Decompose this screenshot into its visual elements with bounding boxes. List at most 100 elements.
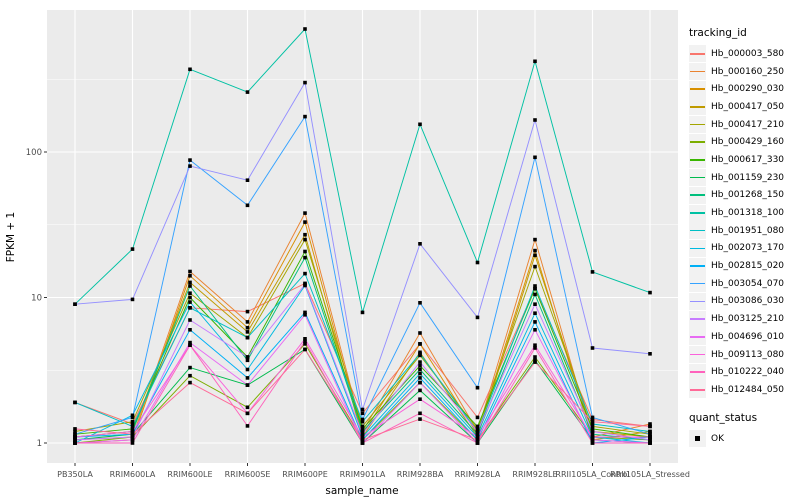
data-point <box>533 292 537 297</box>
data-point <box>360 424 365 429</box>
data-point <box>303 310 307 315</box>
x-tick-label: RRIM928BA <box>397 470 444 479</box>
legend-key-swatch <box>689 98 706 116</box>
y-tick-label: 1 <box>37 439 42 449</box>
legend-key-swatch <box>689 292 706 310</box>
legend-key-swatch <box>689 346 706 364</box>
data-point <box>475 438 480 442</box>
legend-key-swatch <box>689 116 706 134</box>
data-point <box>303 114 307 119</box>
data-point <box>360 419 365 424</box>
data-point <box>245 335 250 340</box>
data-point <box>303 220 307 224</box>
data-point <box>418 367 422 372</box>
series-color-line-icon <box>690 282 705 285</box>
data-point <box>188 318 192 322</box>
legend-key-swatch <box>689 80 706 98</box>
data-point <box>245 355 250 359</box>
series-color-line-icon <box>690 300 705 303</box>
data-point <box>245 320 250 324</box>
data-point <box>188 158 192 162</box>
data-point <box>590 435 595 439</box>
legend-item-label: Hb_000429_160 <box>711 137 785 148</box>
data-point <box>188 164 192 168</box>
x-tick-label: RRIM928LE <box>512 470 557 479</box>
data-point <box>418 242 422 246</box>
legend-item: Hb_002815_020 <box>689 257 797 275</box>
data-point <box>73 427 77 431</box>
data-point <box>648 429 652 434</box>
series-color-line-icon <box>690 176 705 179</box>
legend-tracking-items: Hb_000003_580 Hb_000160_250 Hb_000290_030 H… <box>689 45 797 399</box>
legend-item-label: Hb_003054_070 <box>711 278 785 289</box>
data-point <box>418 371 422 376</box>
data-point <box>418 352 422 356</box>
data-point <box>188 306 192 310</box>
data-point <box>303 347 307 352</box>
data-point <box>188 274 192 278</box>
data-point <box>590 415 595 420</box>
y-tick-label: 100 <box>26 148 42 158</box>
data-point <box>73 432 77 436</box>
data-point <box>648 435 652 439</box>
data-point <box>245 203 250 208</box>
data-point <box>130 438 135 442</box>
data-point <box>245 90 250 94</box>
data-point <box>475 432 480 436</box>
data-point <box>533 311 537 315</box>
data-point <box>533 343 537 347</box>
data-point <box>73 438 77 442</box>
legend-item: Hb_010222_040 <box>689 363 797 381</box>
legend-item: Hb_009113_080 <box>689 346 797 364</box>
x-tick-label: RRII105LA_Stressed <box>610 470 690 479</box>
data-point <box>303 232 307 237</box>
data-point <box>533 346 537 350</box>
data-point <box>130 419 135 424</box>
data-point <box>418 363 422 368</box>
data-point <box>590 429 595 434</box>
data-point <box>130 415 135 420</box>
series-color-line-icon <box>690 229 705 232</box>
data-point <box>245 405 250 410</box>
series-color-line-icon <box>690 123 705 126</box>
legend-item: Hb_003086_030 <box>689 292 797 311</box>
legend-item-label: Hb_000417_050 <box>711 101 785 112</box>
data-point <box>188 365 192 370</box>
data-point <box>533 328 537 332</box>
series-color-line-icon <box>690 159 705 161</box>
series-color-line-icon <box>690 318 705 320</box>
x-tick-label: RRIM901LA <box>340 470 386 479</box>
x-tick-label: RRIM928LA <box>455 470 501 479</box>
data-point <box>130 247 135 251</box>
data-point <box>590 432 595 436</box>
legend-key-swatch <box>689 239 706 257</box>
legend-item-label: Hb_002815_020 <box>711 261 785 272</box>
data-point <box>475 427 480 431</box>
data-point <box>245 411 250 416</box>
series-color-line-icon <box>690 194 705 197</box>
data-point <box>73 435 77 439</box>
data-point <box>475 441 480 445</box>
legend-item-label: Hb_009113_080 <box>711 349 785 360</box>
data-point <box>303 271 307 276</box>
series-color-line-icon <box>690 88 705 90</box>
data-point <box>475 424 480 429</box>
data-point <box>130 441 135 445</box>
data-point <box>418 342 422 346</box>
plot-area: 1 10 100 PB350LA RRIM600LA RRIM600LE RRIM600SE… <box>26 10 690 479</box>
data-point <box>590 438 595 442</box>
legend-key-swatch <box>689 363 706 381</box>
data-point <box>360 435 365 439</box>
data-point <box>130 413 135 418</box>
data-point <box>590 422 595 426</box>
legend-item-label: Hb_000617_330 <box>711 154 785 165</box>
data-point <box>245 358 250 363</box>
legend-key-swatch <box>689 257 706 275</box>
legend-item: Hb_001268_150 <box>689 186 797 205</box>
data-point <box>475 260 480 265</box>
series-color-line-icon <box>690 247 705 250</box>
data-point <box>188 295 192 300</box>
data-point <box>418 388 422 393</box>
data-point <box>303 80 307 85</box>
data-point <box>590 270 595 274</box>
